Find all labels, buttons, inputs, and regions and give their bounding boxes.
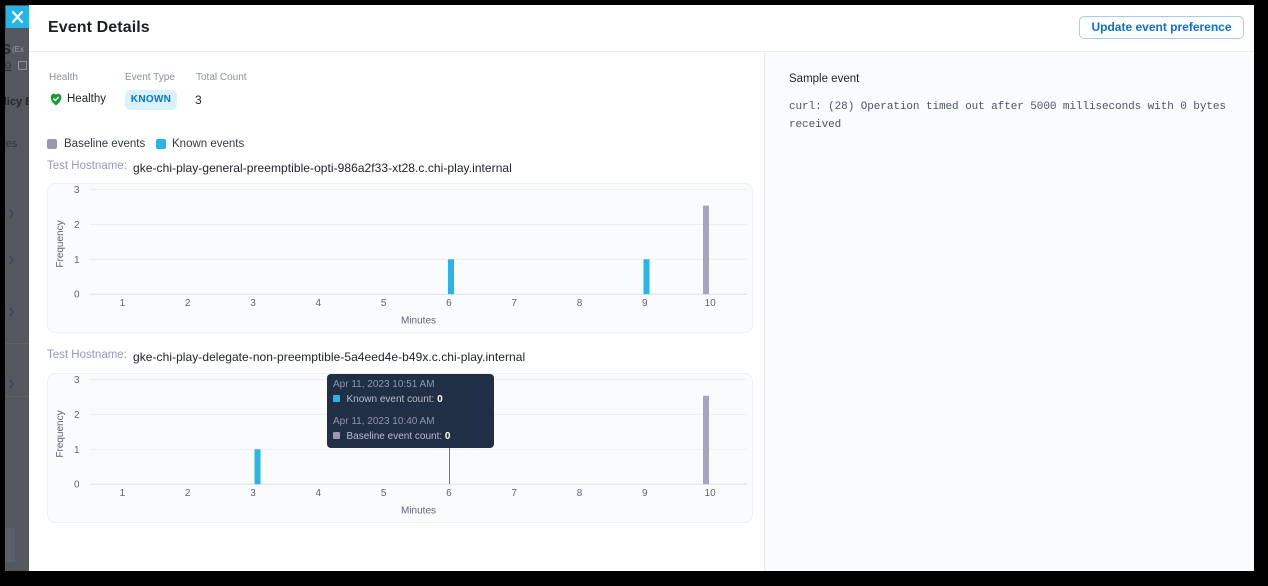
svg-text:5: 5 — [381, 488, 387, 499]
svg-text:5: 5 — [381, 298, 387, 309]
svg-text:8: 8 — [577, 488, 583, 499]
svg-text:4: 4 — [316, 298, 322, 309]
svg-text:0: 0 — [74, 480, 80, 491]
svg-text:0: 0 — [74, 290, 80, 301]
svg-text:10: 10 — [705, 298, 717, 309]
svg-text:2: 2 — [185, 298, 191, 309]
svg-text:2: 2 — [74, 410, 80, 421]
svg-text:Frequency: Frequency — [55, 410, 66, 457]
svg-text:3: 3 — [250, 298, 256, 309]
svg-text:3: 3 — [250, 488, 256, 499]
svg-text:8: 8 — [577, 298, 583, 309]
svg-text:1: 1 — [74, 445, 80, 456]
svg-text:7: 7 — [511, 488, 517, 499]
svg-text:10: 10 — [705, 488, 717, 499]
svg-text:Minutes: Minutes — [401, 506, 436, 517]
svg-text:2: 2 — [74, 220, 80, 231]
svg-text:9: 9 — [642, 298, 648, 309]
svg-text:7: 7 — [511, 298, 517, 309]
svg-text:1: 1 — [74, 255, 80, 266]
svg-text:4: 4 — [316, 488, 322, 499]
svg-text:1: 1 — [120, 298, 126, 309]
svg-text:Frequency: Frequency — [55, 220, 66, 267]
svg-text:1: 1 — [120, 488, 126, 499]
svg-text:2: 2 — [185, 488, 191, 499]
svg-text:3: 3 — [74, 185, 80, 196]
svg-text:Minutes: Minutes — [401, 316, 436, 327]
svg-text:3: 3 — [74, 375, 80, 386]
svg-text:9: 9 — [642, 488, 648, 499]
svg-text:6: 6 — [446, 298, 452, 309]
svg-text:6: 6 — [446, 488, 452, 499]
